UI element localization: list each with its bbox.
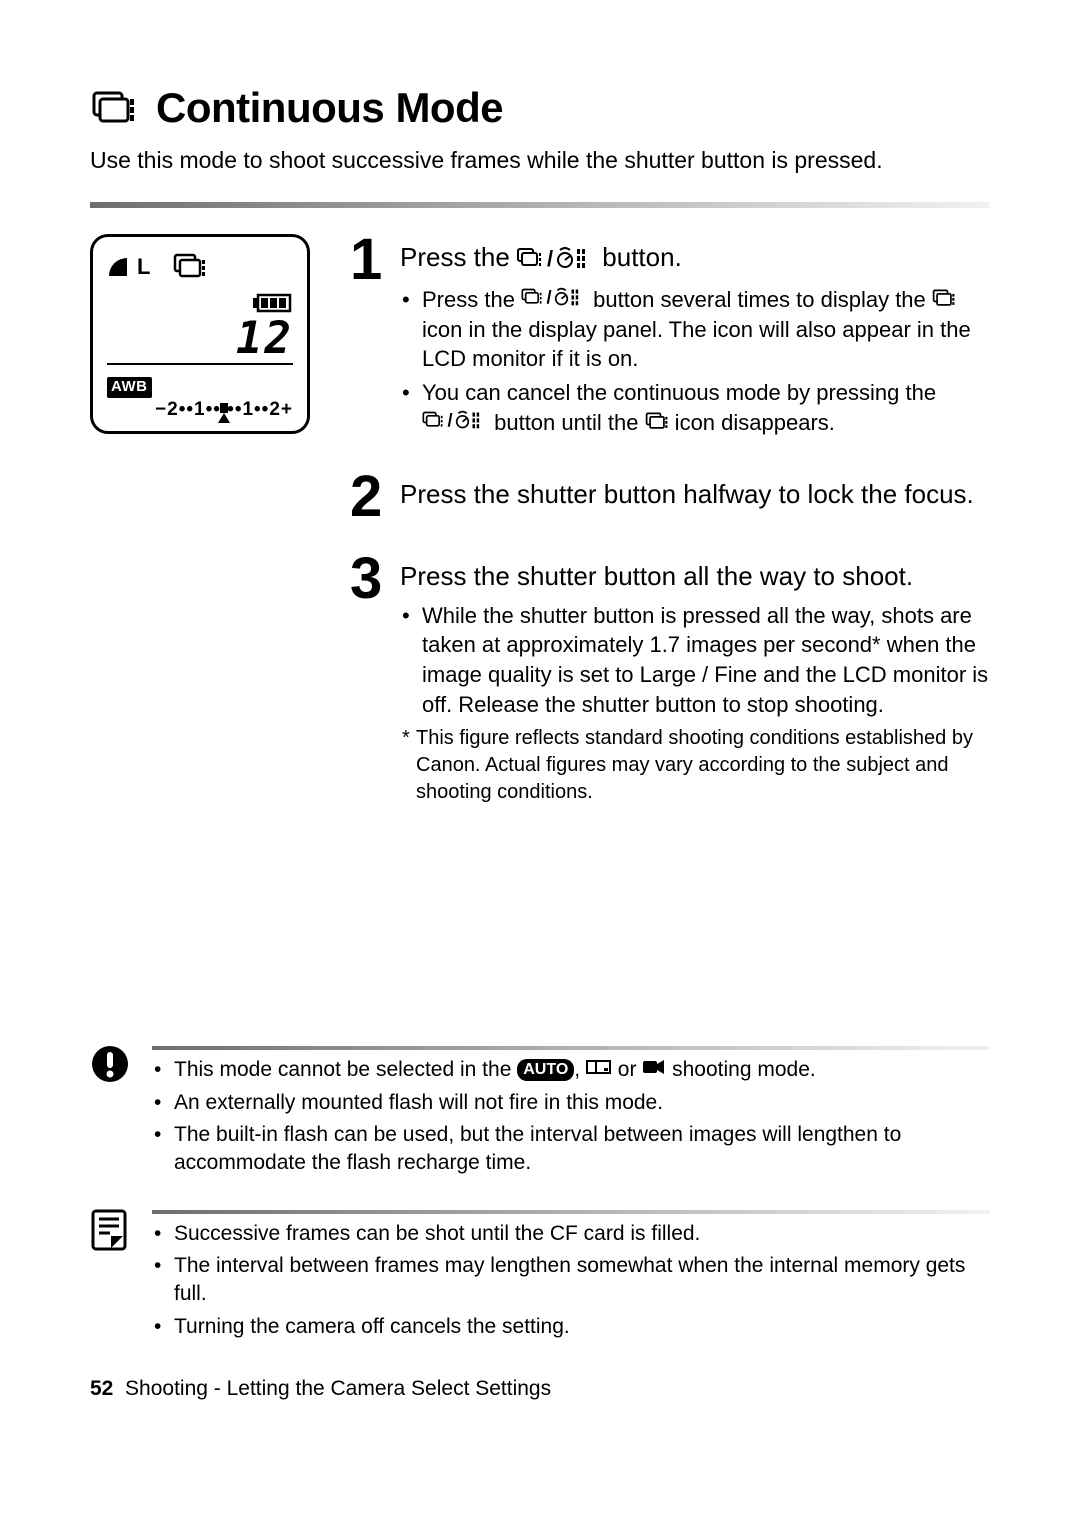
divider (152, 1210, 990, 1214)
step-number: 3 (350, 553, 386, 806)
page-footer: 52 Shooting - Letting the Camera Select … (90, 1375, 990, 1403)
info-note: Successive frames can be shot until the … (90, 1200, 990, 1345)
quality-indicator-icon: L (107, 252, 151, 288)
page-title-row: Continuous Mode (90, 80, 990, 137)
step-heading: Press the / b (400, 240, 990, 279)
continuous-mode-icon (932, 285, 956, 315)
note-bullet: This mode cannot be selected in the AUTO… (170, 1056, 990, 1084)
page-number: 52 (90, 1377, 113, 1400)
warning-note: This mode cannot be selected in the AUTO… (90, 1036, 990, 1181)
awb-badge: AWB (107, 377, 152, 397)
info-icon (90, 1200, 134, 1260)
continuous-timer-button-icon: / (521, 285, 587, 315)
note-bullet: The built-in flash can be used, but the … (170, 1121, 990, 1178)
footnote: This figure reflects standard shooting c… (400, 725, 990, 806)
auto-badge-icon: AUTO (517, 1059, 574, 1081)
step-3: 3 Press the shutter button all the way t… (350, 553, 990, 806)
step-bullet: While the shutter button is pressed all … (418, 601, 990, 720)
step-1: 1 Press the / (350, 234, 990, 442)
note-bullet: Turning the camera off cancels the setti… (170, 1313, 990, 1341)
continuous-timer-button-icon: / (422, 408, 488, 438)
note-bullet: The interval between frames may lengthen… (170, 1252, 990, 1309)
svg-text:/: / (547, 246, 553, 270)
step-heading: Press the shutter button all the way to … (400, 559, 990, 594)
chapter-title: Shooting - Letting the Camera Select Set… (125, 1377, 551, 1400)
continuous-mode-icon (90, 89, 138, 127)
note-bullet: Successive frames can be shot until the … (170, 1220, 990, 1248)
size-letter: L (137, 254, 150, 279)
movie-mode-icon (642, 1056, 666, 1084)
continuous-mode-icon (645, 408, 669, 438)
svg-text:/: / (448, 410, 453, 430)
note-bullet: An externally mounted flash will not fir… (170, 1089, 990, 1117)
step-2: 2 Press the shutter button halfway to lo… (350, 471, 990, 523)
warning-icon (90, 1036, 134, 1092)
divider (152, 1046, 990, 1050)
step-heading: Press the shutter button halfway to lock… (400, 477, 990, 512)
divider (90, 202, 990, 208)
exposure-bar: −2••1•• ••1••2+ (107, 397, 293, 423)
step-number: 1 (350, 234, 386, 442)
intro-text: Use this mode to shoot successive frames… (90, 145, 990, 176)
stitch-mode-icon (586, 1056, 612, 1084)
svg-text:/: / (547, 287, 552, 307)
battery-icon (253, 293, 293, 313)
step-bullet: You can cancel the continuous mode by pr… (418, 378, 990, 437)
continuous-timer-button-icon: / (517, 244, 595, 279)
shots-remaining: 12 (236, 313, 293, 364)
step-bullet: Press the / button several times to disp… (418, 285, 990, 374)
continuous-mode-icon (173, 253, 207, 287)
page-title: Continuous Mode (156, 80, 503, 137)
lcd-panel: L (90, 234, 310, 434)
step-number: 2 (350, 471, 386, 523)
